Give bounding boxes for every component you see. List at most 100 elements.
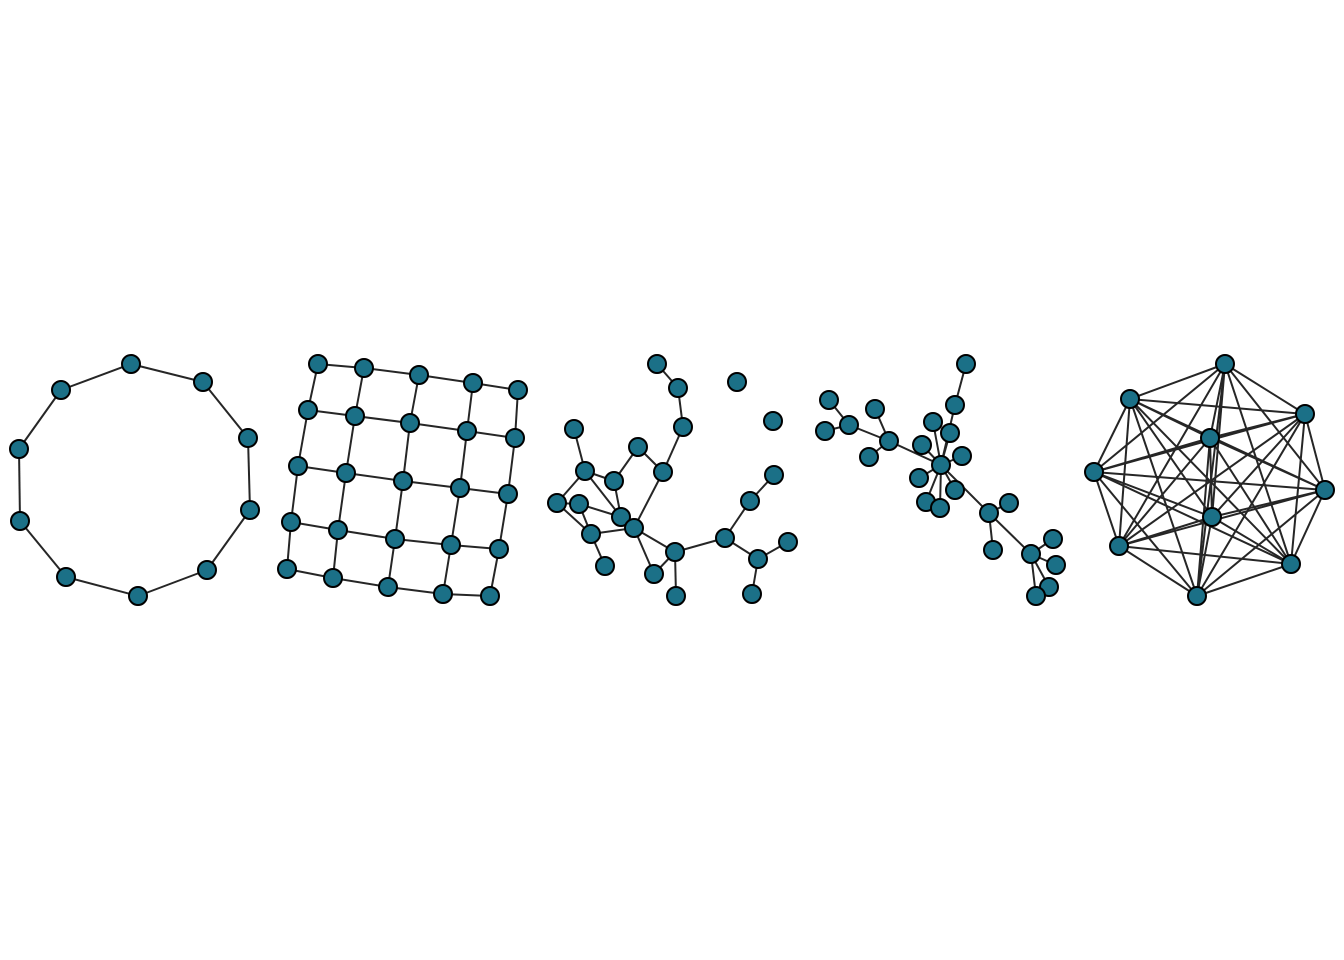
edge: [940, 464, 990, 514]
node: [1202, 507, 1222, 527]
edge: [1129, 398, 1211, 439]
node: [354, 358, 374, 378]
grid-graph: [277, 354, 528, 606]
node: [923, 412, 943, 432]
edge: [1211, 413, 1306, 518]
edge: [1196, 413, 1306, 597]
node: [940, 423, 960, 443]
node: [1043, 529, 1063, 549]
node: [508, 380, 528, 400]
complete-nodes: [1084, 354, 1335, 606]
star-tree-graph: [815, 354, 1066, 606]
node: [277, 559, 297, 579]
node: [10, 511, 30, 531]
sparse-random-graph: [547, 354, 798, 606]
node: [9, 439, 29, 459]
node: [308, 354, 328, 374]
node: [489, 539, 509, 559]
edge: [1209, 437, 1292, 565]
node: [288, 456, 308, 476]
edge: [1093, 471, 1120, 547]
edge: [1211, 489, 1326, 518]
edge: [633, 471, 664, 529]
edge: [1118, 437, 1211, 547]
node: [393, 471, 413, 491]
node: [121, 354, 141, 374]
node: [569, 494, 589, 514]
edge: [130, 363, 204, 383]
node: [298, 400, 318, 420]
node: [1021, 544, 1041, 564]
node: [668, 378, 688, 398]
node: [819, 390, 839, 410]
edge: [18, 389, 62, 450]
node: [240, 500, 260, 520]
edge: [1196, 516, 1213, 597]
node: [1109, 536, 1129, 556]
node: [51, 380, 71, 400]
node: [979, 503, 999, 523]
node: [983, 540, 1003, 560]
node: [665, 542, 685, 562]
edge: [1118, 363, 1226, 547]
node: [611, 507, 631, 527]
node: [505, 428, 525, 448]
node: [336, 463, 356, 483]
edge: [1093, 437, 1211, 473]
node: [595, 556, 615, 576]
edge: [206, 509, 251, 571]
node: [673, 417, 693, 437]
node: [56, 567, 76, 587]
node: [999, 493, 1019, 513]
node: [498, 484, 518, 504]
node: [128, 586, 148, 606]
edge: [1129, 398, 1213, 518]
node: [378, 577, 398, 597]
node: [931, 455, 951, 475]
node: [1200, 428, 1220, 448]
edge: [1196, 563, 1292, 597]
edge: [1129, 398, 1306, 415]
node: [778, 532, 798, 552]
node: [238, 428, 258, 448]
ring-graph: [9, 354, 260, 606]
node: [912, 435, 932, 455]
edge: [19, 520, 67, 578]
node: [1120, 389, 1140, 409]
edge: [247, 437, 251, 511]
grid-nodes: [277, 354, 528, 606]
node: [764, 465, 784, 485]
edge: [60, 363, 132, 391]
node: [575, 461, 595, 481]
node: [1084, 462, 1104, 482]
edge: [1093, 398, 1131, 473]
node: [197, 560, 217, 580]
node: [879, 431, 899, 451]
complete-graph: [1084, 354, 1335, 606]
edge: [1209, 363, 1226, 439]
edge: [1290, 489, 1326, 565]
node: [865, 399, 885, 419]
node: [930, 498, 950, 518]
node: [400, 413, 420, 433]
node: [433, 584, 453, 604]
node: [323, 568, 343, 588]
edge: [1093, 471, 1198, 597]
node: [1215, 354, 1235, 374]
star-tree-edges: [824, 363, 1057, 597]
node: [839, 415, 859, 435]
edge: [18, 448, 21, 522]
node: [480, 586, 500, 606]
edge: [1224, 363, 1292, 565]
edge: [1118, 545, 1198, 597]
ring-edges: [18, 363, 251, 597]
edge: [1209, 437, 1213, 518]
node: [1295, 404, 1315, 424]
edge: [1093, 471, 1292, 565]
node: [328, 520, 348, 540]
node: [909, 468, 929, 488]
edge: [1118, 489, 1326, 547]
edge: [1304, 413, 1326, 491]
sparse-random-nodes: [547, 354, 798, 606]
